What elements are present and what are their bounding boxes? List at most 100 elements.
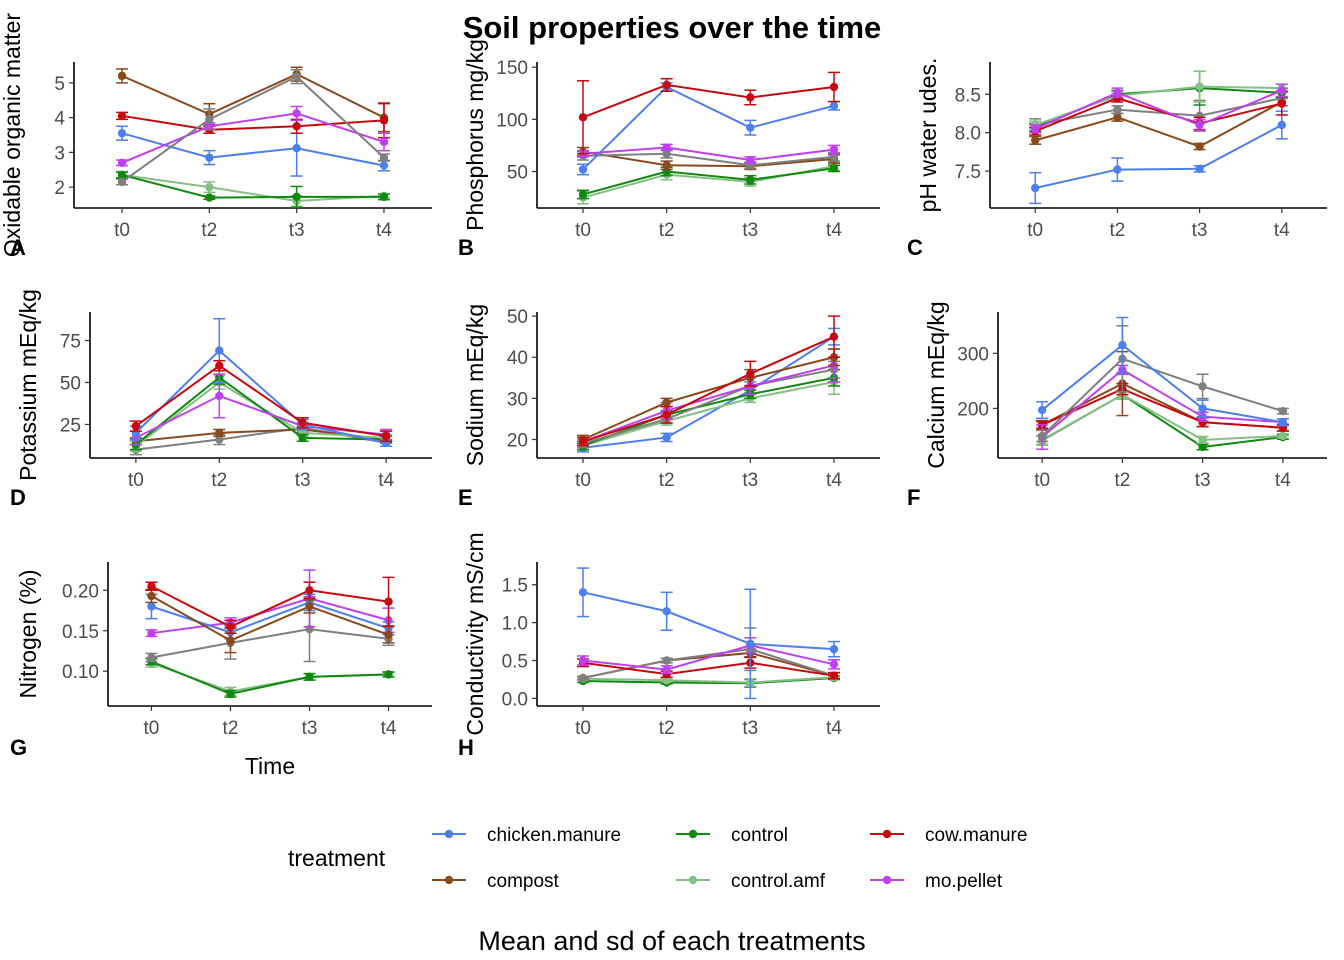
data-point	[1113, 165, 1122, 174]
data-point	[746, 155, 755, 165]
y-axis-label: Calcium mEq/kg	[923, 301, 949, 468]
series-line	[1034, 97, 1283, 133]
data-point	[1113, 105, 1122, 114]
panel-d: t0 t2 t3 t4 25 50 75 Potassium mEq/kg D	[10, 289, 432, 510]
legend-item-compost: compost	[432, 871, 560, 892]
x-tick-label: t0	[575, 718, 591, 739]
x-tick-label: t2	[1114, 470, 1130, 491]
panel-e: t0 t2 t3 t4 20 30 40 50 Sodium mEq/kg E	[458, 304, 880, 510]
series-unlabeled	[577, 148, 840, 170]
x-tick-label: t3	[742, 220, 758, 241]
x-tick-label: t2	[211, 470, 227, 491]
x-tick-label: t2	[659, 220, 675, 241]
data-point	[1277, 120, 1286, 130]
data-point	[147, 602, 156, 611]
data-point	[117, 158, 127, 168]
data-point	[379, 116, 389, 125]
legend-label: control	[731, 825, 788, 846]
panel-f: t0 t2 t3 t4 200 300 Calcium mEq/kgF	[907, 301, 1327, 510]
data-point	[829, 332, 839, 341]
x-tick-label: t0	[114, 220, 130, 241]
data-point	[205, 115, 214, 124]
series-compost	[145, 588, 395, 654]
legend-item-control: control	[676, 825, 788, 846]
y-axis-label: Oxidable organic matter	[0, 13, 25, 258]
data-point	[205, 193, 214, 202]
x-tick-label: t0	[575, 220, 591, 241]
data-point	[215, 346, 224, 355]
y-tick-label: 30	[507, 389, 528, 410]
legend-point	[688, 829, 698, 839]
data-point	[662, 149, 671, 158]
data-point	[829, 145, 839, 154]
y-tick-label: 0.15	[62, 622, 99, 643]
series-line	[1041, 357, 1284, 437]
legend-point	[444, 829, 454, 839]
series-line	[582, 648, 835, 679]
series-line	[121, 112, 385, 164]
series-line	[151, 628, 389, 659]
data-point	[578, 190, 588, 199]
data-point	[379, 192, 389, 202]
data-point	[226, 622, 235, 631]
series-line	[121, 132, 385, 167]
x-tick-label: t3	[1195, 470, 1211, 491]
x-tick-label: t0	[575, 470, 591, 491]
x-tick-label: t2	[659, 470, 675, 491]
data-point	[578, 673, 588, 683]
y-axis-label: Potassium mEq/kg	[15, 289, 41, 481]
legend-label: mo.pellet	[925, 871, 1003, 892]
series-line	[1041, 393, 1283, 441]
series-line	[582, 380, 835, 447]
series-line	[121, 75, 385, 183]
x-tick-label: t2	[659, 718, 675, 739]
series-line	[1034, 101, 1283, 148]
data-point	[662, 665, 671, 674]
data-point	[662, 656, 671, 665]
x-tick-label: t4	[826, 470, 842, 491]
y-axis-label: Phosphorus mg/kg	[462, 39, 488, 231]
panel-tag: C	[907, 235, 923, 260]
series-cow-manure	[577, 315, 840, 447]
data-point	[292, 72, 301, 81]
series-line	[1041, 368, 1283, 438]
data-point	[117, 177, 127, 187]
legend-label: compost	[487, 871, 560, 892]
legend-items: chicken.manure control cow.manure compost co…	[432, 825, 1027, 892]
x-tick-label: t2	[201, 220, 217, 241]
series-cow-manure	[129, 359, 393, 442]
data-point	[578, 656, 588, 665]
data-point	[662, 80, 671, 90]
data-point	[662, 676, 671, 685]
x-tick-label: t0	[1027, 220, 1043, 241]
series-control-amf	[577, 368, 840, 451]
series-control	[145, 657, 395, 699]
x-tick-label: t3	[742, 718, 758, 739]
y-axis-label: pH water udes.	[915, 58, 941, 213]
series-line	[1041, 343, 1284, 424]
legend-point	[444, 875, 454, 885]
data-point	[292, 144, 301, 153]
series-unlabeled	[116, 68, 390, 187]
legend-title: treatment	[288, 845, 386, 871]
series-chicken-manure	[145, 593, 395, 640]
series-unlabeled	[1036, 325, 1289, 443]
data-point	[829, 101, 839, 111]
series-line	[135, 349, 387, 444]
data-point	[578, 165, 588, 174]
data-point	[746, 93, 755, 102]
x-axis-label: Time	[245, 753, 295, 779]
series-line	[582, 335, 835, 443]
data-point	[1113, 113, 1122, 122]
data-point	[215, 428, 224, 438]
legend-item-chicken-manure: chicken.manure	[432, 825, 621, 846]
data-point	[578, 113, 588, 122]
panel-g: t0 t2 t3 t4 0.10 0.15 0.20 Nitrogen (%) Time G	[10, 562, 432, 779]
data-point	[1278, 406, 1288, 416]
data-point	[746, 123, 755, 132]
data-point	[226, 689, 235, 699]
y-tick-label: 4	[54, 109, 65, 130]
y-tick-label: 75	[60, 332, 81, 353]
legend: treatment chicken.manure control cow.manur…	[288, 825, 1027, 892]
